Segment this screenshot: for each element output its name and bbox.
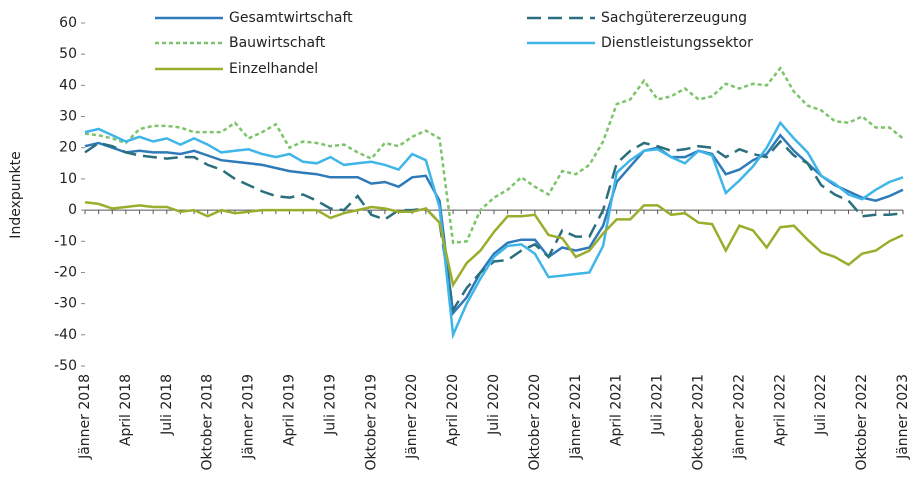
x-tick-label: Jänner 2023 bbox=[895, 374, 911, 460]
x-tick-label: Juli 2021 bbox=[650, 374, 666, 436]
x-tick-label: April 2018 bbox=[118, 374, 134, 446]
y-tick-label: -30 bbox=[54, 296, 77, 312]
x-tick-label: Juli 2022 bbox=[813, 374, 829, 436]
series-line bbox=[84, 120, 904, 340]
y-tick-label: 0 bbox=[68, 202, 77, 218]
legend-label: Sachgütererzeugung bbox=[601, 10, 747, 26]
y-tick-label: 30 bbox=[59, 109, 77, 125]
y-tick-label: 40 bbox=[59, 77, 77, 93]
x-tick-label: April 2019 bbox=[282, 374, 298, 446]
y-tick-label: -40 bbox=[54, 327, 77, 343]
x-tick-label: Juli 2019 bbox=[322, 374, 338, 436]
series-line bbox=[84, 133, 904, 316]
x-tick-label: Oktober 2018 bbox=[200, 374, 216, 471]
y-tick-label: 20 bbox=[59, 140, 77, 156]
y-tick-label: 50 bbox=[59, 46, 77, 62]
x-tick-label: April 2022 bbox=[772, 374, 788, 446]
x-tick-label: Jänner 2020 bbox=[404, 374, 420, 460]
legend-label: Dienstleistungssektor bbox=[601, 35, 753, 51]
y-tick-label: -10 bbox=[54, 233, 77, 249]
x-tick-label: April 2021 bbox=[609, 374, 625, 446]
legend-label: Einzelhandel bbox=[229, 61, 318, 77]
x-tick-label: Jänner 2022 bbox=[731, 374, 747, 460]
legend-label: Gesamtwirtschaft bbox=[229, 10, 353, 26]
x-tick-label: Jänner 2019 bbox=[241, 374, 257, 460]
y-tick-label: 60 bbox=[59, 15, 77, 31]
series-line bbox=[84, 139, 904, 314]
y-tick-label: -50 bbox=[54, 358, 77, 374]
y-tick-label: -20 bbox=[54, 264, 77, 280]
x-tick-label: Oktober 2019 bbox=[363, 374, 379, 471]
y-axis-title: Indexpunkte bbox=[8, 151, 24, 238]
x-tick-label: Jänner 2021 bbox=[568, 374, 584, 460]
x-tick-label: Oktober 2021 bbox=[691, 374, 707, 471]
legend-label: Bauwirtschaft bbox=[229, 35, 326, 51]
x-tick-label: Juli 2020 bbox=[486, 374, 502, 436]
series-line bbox=[84, 201, 904, 289]
x-tick-label: Jänner 2018 bbox=[77, 374, 93, 460]
series-line bbox=[84, 65, 904, 245]
x-tick-label: Oktober 2022 bbox=[854, 374, 870, 471]
x-tick-label: Juli 2018 bbox=[159, 374, 175, 436]
y-tick-label: 10 bbox=[59, 171, 77, 187]
x-tick-label: April 2020 bbox=[445, 374, 461, 446]
x-tick-label: Oktober 2020 bbox=[527, 374, 543, 471]
